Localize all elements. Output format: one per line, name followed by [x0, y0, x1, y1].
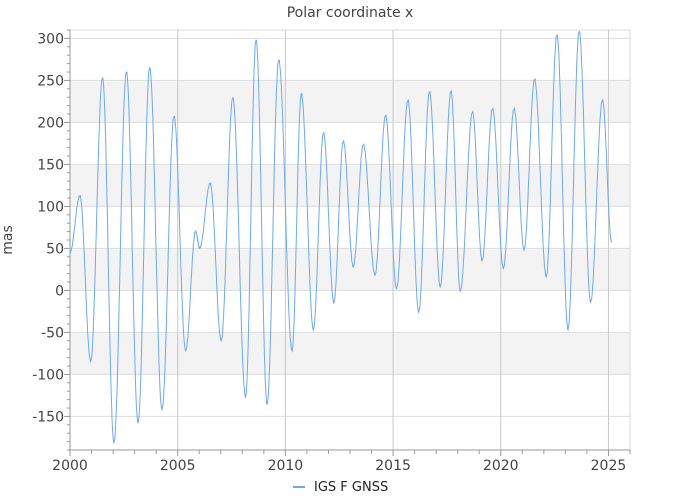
shaded-band — [70, 164, 630, 207]
x-tick-label: 2000 — [52, 458, 88, 474]
y-tick-label: 300 — [37, 31, 64, 47]
shaded-bands — [70, 80, 630, 375]
x-tick-label: 2015 — [375, 458, 411, 474]
y-tick-label: 200 — [37, 115, 64, 131]
y-tick-labels: 300 250 200 150 100 50 0 -50 -100 -150 — [32, 31, 64, 425]
x-tick-label: 2005 — [160, 458, 196, 474]
y-tick-label: 0 — [55, 283, 64, 299]
y-tick-label: 250 — [37, 73, 64, 89]
x-tick-label: 2020 — [483, 458, 519, 474]
y-axis-label: mas — [0, 225, 16, 255]
shaded-band — [70, 332, 630, 375]
shaded-band — [70, 248, 630, 291]
x-tick-labels: 2000 2005 2010 2015 2020 2025 — [52, 458, 626, 474]
y-tick-label: -50 — [41, 325, 64, 341]
y-tick-label: 100 — [37, 199, 64, 215]
y-tick-label: -100 — [32, 367, 64, 383]
series-line-igs-f-gnss — [69, 30, 613, 444]
shaded-band — [70, 80, 630, 123]
x-tick-label: 2025 — [591, 458, 627, 474]
y-tick-label: 150 — [37, 157, 64, 173]
legend-label: IGS F GNSS — [314, 480, 388, 495]
axes — [64, 29, 631, 456]
legend[interactable]: IGS F GNSS — [293, 480, 388, 495]
x-tick-label: 2010 — [268, 458, 304, 474]
chart-title: Polar coordinate x — [287, 5, 414, 21]
horizontal-gridlines — [70, 37, 630, 417]
y-tick-label: 50 — [46, 241, 64, 257]
y-tick-label: -150 — [32, 409, 64, 425]
